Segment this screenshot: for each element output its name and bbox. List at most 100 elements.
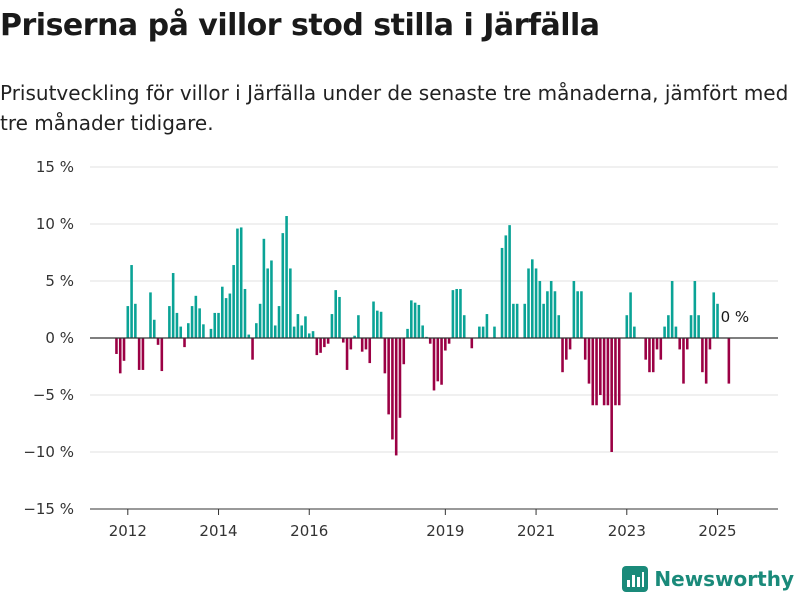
bar-positive <box>576 291 579 338</box>
y-tick-label: −15 % <box>23 500 74 518</box>
bar-positive <box>209 328 213 338</box>
bar-positive <box>459 288 462 338</box>
bar-positive <box>542 303 545 338</box>
bar-positive <box>693 281 697 338</box>
bar-positive <box>330 314 334 338</box>
x-tick-label: 2012 <box>109 522 147 540</box>
bar-negative <box>447 338 451 344</box>
bar-positive <box>413 302 417 338</box>
bar-positive <box>202 324 205 338</box>
bar-positive <box>224 298 228 338</box>
bar-positive <box>247 334 251 338</box>
bar-positive <box>538 281 542 338</box>
latest-value-label: 0 % <box>721 308 750 326</box>
bar-positive <box>372 301 375 338</box>
bar-positive <box>187 323 190 338</box>
bar-negative <box>387 338 390 415</box>
bar-positive <box>292 326 296 338</box>
bar-positive <box>534 268 538 338</box>
bar-positive <box>462 315 466 338</box>
x-tick-label: 2016 <box>290 522 328 540</box>
x-axis-labels: 2012 2014 2016 2019 2021 2023 2025 <box>109 509 737 540</box>
bar-negative <box>568 338 572 350</box>
bar-negative <box>610 338 613 452</box>
bar-negative <box>341 338 345 343</box>
bar-positive <box>221 286 224 338</box>
bar-positive <box>338 296 341 338</box>
bar-positive <box>478 326 481 338</box>
bar-negative <box>708 338 712 350</box>
bar-positive <box>546 291 549 338</box>
bar-positive <box>451 290 455 338</box>
bar-negative <box>727 338 731 384</box>
bar-negative <box>591 338 595 406</box>
bar-negative <box>156 338 160 345</box>
x-tick-label: 2023 <box>608 522 646 540</box>
x-tick-label: 2014 <box>199 522 237 540</box>
bar-positive <box>376 310 379 338</box>
bar-negative <box>587 338 591 384</box>
bar-positive <box>485 314 489 338</box>
bar-positive <box>353 335 356 338</box>
y-tick-label: −5 % <box>33 386 74 404</box>
bar-positive <box>512 303 515 338</box>
bar-positive <box>508 225 511 338</box>
bar-positive <box>553 291 557 338</box>
bar-negative <box>440 338 443 385</box>
bar-negative <box>428 338 432 344</box>
bar-positive <box>239 227 243 338</box>
bar-negative <box>432 338 436 391</box>
bar-negative <box>599 338 602 395</box>
bar-chart: 15 %10 %5 %0 %−5 %−10 %−15 % 2012 2014 201… <box>23 158 778 540</box>
bar-positive <box>481 326 485 338</box>
bar-positive <box>175 312 179 338</box>
bar-positive <box>311 331 315 338</box>
bar-positive <box>515 303 519 338</box>
bar-positive <box>266 268 269 338</box>
bar-positive <box>277 306 281 338</box>
bar-negative <box>251 338 254 360</box>
bar-positive <box>232 265 235 338</box>
bar-negative <box>561 338 564 373</box>
bar-positive <box>130 265 133 338</box>
bar-negative <box>602 338 606 406</box>
bar-negative <box>583 338 587 360</box>
bar-negative <box>326 338 330 344</box>
bar-negative <box>160 338 164 372</box>
bar-positive <box>716 303 719 338</box>
x-tick-label: 2025 <box>698 522 736 540</box>
bar-negative <box>391 338 394 440</box>
bar-negative <box>349 338 353 350</box>
bar-negative <box>345 338 349 370</box>
bar-positive <box>171 273 175 338</box>
bar-positive <box>629 292 632 338</box>
bar-positive <box>633 326 636 338</box>
bar-negative <box>122 338 126 361</box>
bar-positive <box>270 260 273 338</box>
bar-negative <box>614 338 617 406</box>
bar-positive <box>236 228 239 338</box>
gridlines <box>90 166 778 453</box>
bar-positive <box>296 314 300 338</box>
newsworthy-logo-icon <box>622 566 649 592</box>
bar-negative <box>682 338 685 384</box>
y-tick-label: 5 % <box>45 272 74 290</box>
bar-negative <box>470 338 474 349</box>
bar-positive <box>228 293 232 338</box>
bar-positive <box>213 312 217 338</box>
bar-positive <box>455 288 458 338</box>
bar-positive <box>285 216 288 338</box>
bar-negative <box>315 338 319 356</box>
bar-negative <box>115 338 118 354</box>
bar-positive <box>417 304 421 338</box>
bar-negative <box>141 338 145 370</box>
bar-positive <box>134 303 137 338</box>
bar-positive <box>663 326 666 338</box>
bar-positive <box>149 292 152 338</box>
bar-positive <box>410 300 413 338</box>
bar-positive <box>379 311 383 338</box>
bar-negative <box>655 338 659 350</box>
bar-negative <box>360 338 364 352</box>
bar-positive <box>289 268 292 338</box>
bar-positive <box>406 328 409 338</box>
